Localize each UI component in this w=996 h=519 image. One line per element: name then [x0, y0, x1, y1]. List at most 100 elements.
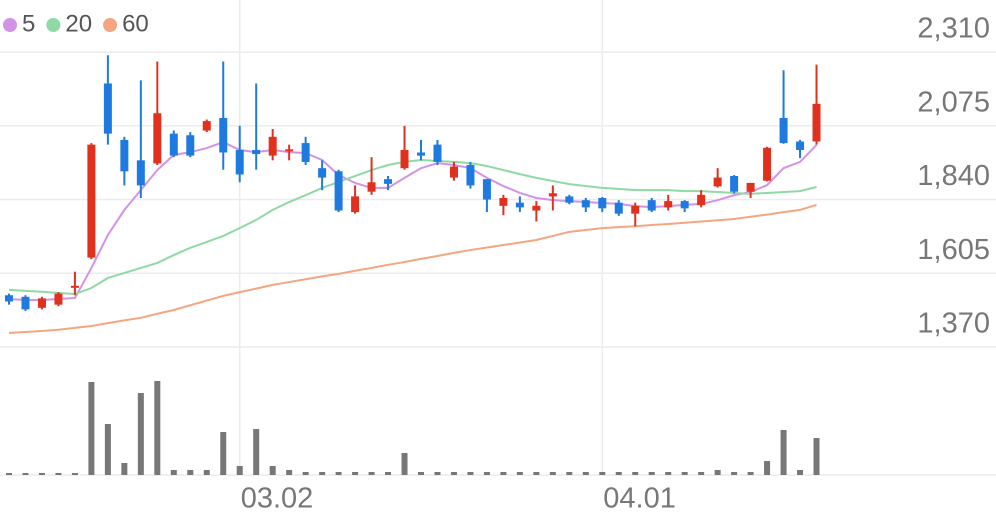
volume-bar	[104, 424, 111, 475]
volume-bar	[615, 472, 622, 475]
volume-bar	[698, 472, 705, 475]
moving-average-line	[8, 159, 817, 295]
volume-bar	[319, 472, 326, 475]
candle-body	[285, 149, 294, 152]
candle-body	[186, 135, 195, 156]
volume-bar	[137, 393, 144, 475]
candle-body	[565, 196, 574, 203]
y-tick-label: 2,310	[917, 13, 990, 45]
candle-body	[664, 201, 673, 208]
volume-bar	[220, 432, 227, 475]
volume-bar	[566, 472, 573, 475]
volume-bar	[467, 472, 474, 475]
candle-body	[417, 152, 425, 156]
volume-bar	[632, 472, 639, 475]
volume-bar	[483, 472, 490, 475]
volume-bar	[516, 472, 523, 475]
candle-body	[697, 194, 706, 206]
candle-body	[5, 295, 13, 302]
candle-body	[103, 83, 112, 134]
candle-body	[384, 179, 393, 184]
volume-bar	[401, 453, 408, 475]
candle-body	[21, 296, 30, 310]
legend-marker	[103, 18, 118, 32]
volume-bar	[88, 382, 95, 475]
volume-bar	[286, 470, 293, 475]
volume-bar	[681, 472, 688, 475]
candle-body	[515, 202, 524, 208]
x-tick-label: 04.01	[603, 483, 676, 515]
candle-body	[466, 165, 475, 186]
candle-body	[318, 168, 327, 178]
y-tick-label: 2,075	[917, 86, 990, 118]
x-tick-label: 03.02	[241, 483, 314, 515]
volume-bar	[780, 430, 787, 475]
volume-bar	[714, 470, 721, 475]
volume-bar	[731, 472, 738, 475]
candle-body	[70, 285, 79, 288]
candle-body	[482, 179, 491, 200]
candle-body	[87, 144, 96, 258]
candle-body	[779, 117, 788, 144]
volume-bar	[170, 470, 177, 475]
volume-bar	[599, 472, 606, 475]
volume-bar	[582, 472, 589, 475]
volume-bar	[500, 472, 507, 475]
volume-bar	[38, 473, 45, 475]
volume-bar	[71, 473, 78, 475]
candle-body	[219, 117, 228, 153]
candle-body	[120, 139, 129, 172]
candle-body	[614, 202, 623, 214]
candle-body	[268, 136, 277, 156]
candle-body	[351, 196, 360, 213]
volume-bar	[302, 472, 309, 475]
volume-bar	[434, 472, 441, 475]
candle-body	[812, 103, 821, 142]
volume-bar	[22, 473, 29, 475]
moving-average-line	[8, 203, 817, 334]
volume-bar	[187, 470, 194, 475]
candle-body	[647, 200, 656, 211]
candle-body	[796, 141, 805, 150]
legend-label: 5	[22, 10, 35, 37]
candle-body	[680, 201, 689, 209]
volume-bar	[236, 466, 243, 475]
candle-body	[746, 182, 755, 192]
volume-bar	[533, 472, 540, 475]
candle-body	[169, 133, 178, 156]
candle-body	[37, 298, 46, 308]
volume-bar	[121, 463, 128, 475]
volume-bar	[253, 429, 260, 475]
volume-bar	[154, 381, 161, 475]
legend-label: 20	[65, 10, 92, 37]
candle-body	[153, 113, 162, 164]
volume-bar	[797, 470, 804, 475]
candle-body	[400, 149, 409, 169]
volume-bar	[764, 461, 771, 475]
legend-label: 60	[122, 10, 149, 37]
candle-body	[54, 293, 63, 305]
candle-body	[598, 197, 607, 209]
volume-bar	[385, 472, 392, 475]
legend-marker	[3, 18, 17, 32]
volume-bar	[352, 472, 359, 475]
volume-bar	[450, 472, 457, 475]
candle-body	[548, 193, 557, 197]
candle-body	[499, 197, 508, 206]
y-tick-label: 1,605	[917, 234, 990, 266]
candle-body	[334, 171, 343, 211]
volume-bar	[55, 473, 62, 475]
candle-body	[730, 176, 739, 192]
volume-bar	[269, 466, 276, 475]
y-tick-label: 1,840	[917, 160, 990, 192]
volume-bar	[747, 472, 754, 475]
candle-body	[532, 205, 541, 211]
candle-body	[581, 200, 590, 208]
candle-body	[301, 143, 310, 162]
volume-bar	[418, 472, 424, 475]
candle-body	[252, 149, 261, 155]
volume-bar	[6, 473, 12, 475]
candle-body	[367, 182, 376, 192]
candle-body	[713, 177, 722, 187]
